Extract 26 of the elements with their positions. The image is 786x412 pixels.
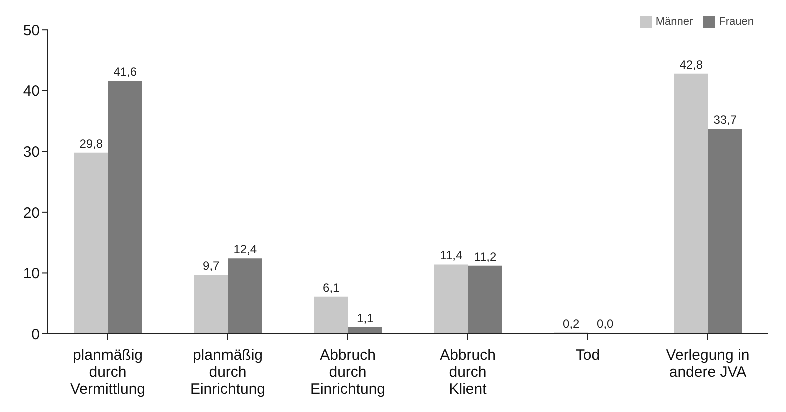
y-tick-label: 0	[32, 326, 40, 344]
data-label: 6,1	[323, 280, 340, 295]
y-tick-label: 30	[23, 144, 40, 161]
data-label: 12,4	[234, 242, 258, 257]
data-label: 0,0	[597, 317, 614, 331]
data-label: 29,8	[80, 136, 104, 151]
legend-label: Frauen	[719, 16, 754, 28]
data-label: 42,8	[680, 58, 704, 72]
data-label: 33,7	[714, 113, 738, 128]
data-label: 9,7	[203, 259, 220, 274]
y-tick-label: 20	[23, 204, 40, 222]
data-label: 0,2	[563, 316, 580, 331]
data-label: 41,6	[114, 65, 138, 80]
data-label: 11,2	[474, 250, 497, 264]
y-tick-label: 40	[23, 83, 40, 100]
data-label: 1,1	[357, 311, 374, 326]
x-tick-label: planmäßig durch Vermittlung	[70, 347, 146, 398]
x-tick-label: planmäßig durch Einrichtung	[190, 347, 266, 398]
legend-label: Männer	[656, 16, 694, 28]
x-tick-label: Tod	[576, 347, 600, 364]
x-tick-label: Abbruch durch Klient	[440, 347, 496, 398]
x-tick-label: Verlegung in andere JVA	[666, 347, 750, 381]
y-tick-label: 50	[23, 22, 40, 40]
x-tick-label: Abbruch durch Einrichtung	[310, 347, 386, 398]
data-label: 11,4	[440, 248, 463, 263]
y-tick-label: 10	[23, 266, 40, 283]
